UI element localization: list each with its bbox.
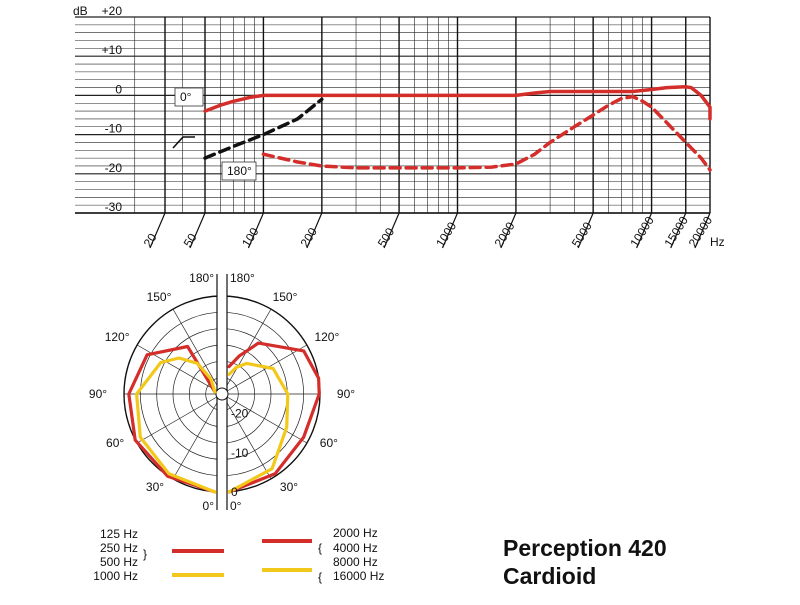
x-unit-label: Hz xyxy=(710,235,725,249)
x-tick-label: 100 xyxy=(239,225,262,250)
figure-title: Perception 420 Cardioid xyxy=(503,535,667,589)
x-tick-mark xyxy=(577,212,594,249)
polar-grid xyxy=(123,274,321,510)
annotation-0deg: 0° xyxy=(180,90,192,104)
frequency-grid xyxy=(75,16,711,249)
legend-label: 4000 Hz xyxy=(333,541,378,555)
y-tick-labels: +20 +10 0 -10 -20 -30 xyxy=(102,4,123,214)
x-tick-label: 200 xyxy=(298,225,321,250)
x-tick-mark xyxy=(306,212,323,249)
polar-angle-label: 150° xyxy=(273,290,298,304)
legend-brace: } xyxy=(143,547,147,561)
legend-label: 250 Hz xyxy=(100,541,138,555)
y-tick-label: -10 xyxy=(105,122,123,136)
polar-angle-label: 180° xyxy=(230,271,255,285)
x-tick-mark xyxy=(149,212,166,249)
y-unit-label: dB xyxy=(73,4,88,18)
y-tick-label: -30 xyxy=(105,200,123,214)
x-tick-mark xyxy=(500,212,517,249)
polar-angle-labels: 0° 0° 30° 30° 60° 60° 90° 90° 120° 120° 150° 150° 18… xyxy=(89,271,355,513)
annotation-box xyxy=(174,87,204,107)
x-tick-mark xyxy=(383,212,400,249)
legend-label: 2000 Hz xyxy=(333,526,378,540)
polar-radius-label: 0 xyxy=(231,485,238,499)
polar-spoke xyxy=(136,393,223,444)
polar-curves xyxy=(127,341,321,494)
series-low-cut-line xyxy=(203,97,324,160)
polar-radius-label: -10 xyxy=(231,446,249,460)
x-tick-mark xyxy=(670,212,687,249)
polar-angle-label: 120° xyxy=(314,330,339,344)
polar-angle-label: 180° xyxy=(189,271,214,285)
legend-brace: { xyxy=(318,570,322,584)
x-tick-label: 10000 xyxy=(627,214,657,250)
x-tick-label: 1000 xyxy=(433,219,459,249)
legend-label: 8000 Hz xyxy=(333,555,378,569)
polar-angle-label: 30° xyxy=(146,480,164,494)
x-tick-label: 2000 xyxy=(492,219,518,249)
polar-center xyxy=(215,387,229,401)
x-tick-label: 5000 xyxy=(569,219,595,249)
polar-spoke xyxy=(172,308,223,395)
polar-angle-label: 60° xyxy=(106,436,124,450)
y-tick-label: -20 xyxy=(105,161,123,175)
polar-spoke xyxy=(221,393,272,480)
legend-brace: { xyxy=(318,541,322,555)
annotation-180deg: 180° xyxy=(227,164,252,178)
x-tick-mark xyxy=(189,212,206,249)
series-0deg-line xyxy=(203,85,712,121)
polar-angle-label: 90° xyxy=(337,387,355,401)
polar-spoke xyxy=(172,393,223,480)
polar-angle-label: 120° xyxy=(105,330,130,344)
x-tick-label: 500 xyxy=(375,225,398,250)
x-tick-mark xyxy=(694,212,711,249)
legend-label: 16000 Hz xyxy=(333,569,384,583)
polar-series-2 xyxy=(227,341,321,494)
polar-series-3 xyxy=(227,361,290,494)
legend-label: 125 Hz xyxy=(100,527,138,541)
x-tick-mark xyxy=(247,212,264,249)
y-tick-label: +10 xyxy=(102,43,123,57)
title-line-2: Cardioid xyxy=(503,563,596,589)
x-tick-mark xyxy=(441,212,459,249)
polar-angle-label: 30° xyxy=(280,480,298,494)
x-tick-label: 20 xyxy=(141,231,160,250)
polar-angle-label: 0° xyxy=(203,499,215,513)
polar-radius-label: -20 xyxy=(231,407,249,421)
polar-spoke xyxy=(221,344,308,395)
polar-series-1 xyxy=(135,356,217,494)
legend-label: 1000 Hz xyxy=(93,569,138,583)
polar-angle-label: 0° xyxy=(230,499,242,513)
title-line-1: Perception 420 xyxy=(503,535,667,561)
curve-annotations: 0° 180° xyxy=(172,87,257,181)
polar-radius-labels: 0 -10 -20 xyxy=(231,407,249,499)
x-tick-label: 50 xyxy=(181,231,200,250)
low-cut-switch-icon xyxy=(172,136,195,149)
y-tick-label: +20 xyxy=(102,4,123,18)
frequency-response-chart: dB Hz +20 +10 0 -10 -20 -30 20 50 100 200 500 1000… xyxy=(73,4,725,250)
series-180deg-line xyxy=(261,94,712,172)
polar-angle-label: 60° xyxy=(320,436,338,450)
annotation-box xyxy=(221,161,257,181)
polar-angle-label: 150° xyxy=(147,290,172,304)
x-tick-label: 15000 xyxy=(661,214,691,250)
polar-series-0 xyxy=(127,344,217,494)
frequency-curves xyxy=(203,85,712,172)
y-tick-label: 0 xyxy=(115,82,122,96)
polar-spoke xyxy=(221,393,308,444)
polar-angle-label: 90° xyxy=(89,387,107,401)
polar-pattern-chart: 0° 0° 30° 30° 60° 60° 90° 90° 120° 120° 150° 150° 18… xyxy=(89,271,355,513)
x-tick-mark xyxy=(636,212,653,249)
legend-label: 500 Hz xyxy=(100,555,138,569)
